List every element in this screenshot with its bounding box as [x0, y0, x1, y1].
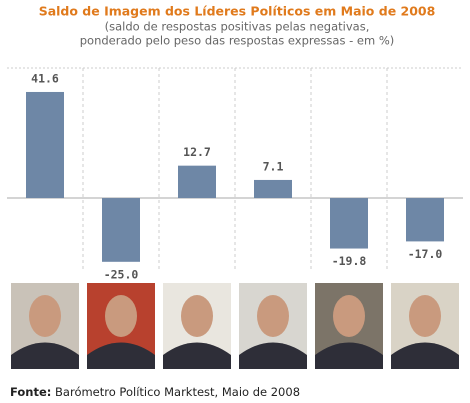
chart-subtitle: ponderado pelo peso das respostas expres… [80, 34, 395, 48]
photo-suit [391, 342, 459, 369]
value-label: -25.0 [104, 267, 139, 281]
bar [330, 198, 368, 249]
bar [178, 165, 216, 199]
photo-suit [239, 342, 307, 369]
source-label: Fonte: [10, 385, 51, 399]
source: Fonte: Barómetro Político Marktest, Maio… [10, 385, 300, 399]
photo-suit [315, 342, 383, 369]
photo-face [409, 295, 441, 337]
value-label: 7.1 [263, 159, 284, 173]
bar [406, 198, 444, 242]
photo-face [181, 295, 213, 337]
value-label: -17.0 [408, 247, 443, 261]
chart-subtitle: (saldo de respostas positivas pelas nega… [105, 20, 370, 34]
bar [102, 198, 140, 262]
photo-face [29, 295, 61, 337]
photo-face [333, 295, 365, 337]
value-label: 41.6 [31, 71, 59, 85]
chart-title: Saldo de Imagem dos Líderes Políticos em… [39, 4, 436, 19]
value-label: -19.8 [332, 254, 367, 268]
photo-row [11, 283, 459, 369]
photo-suit [163, 342, 231, 369]
value-label: 12.7 [183, 145, 211, 159]
photo-suit [11, 342, 79, 369]
photo-face [257, 295, 289, 337]
source-text: Barómetro Político Marktest, Maio de 200… [55, 385, 300, 399]
bar [26, 91, 64, 199]
photo-suit [87, 342, 155, 369]
bar [254, 179, 292, 199]
photo-face [105, 295, 137, 337]
